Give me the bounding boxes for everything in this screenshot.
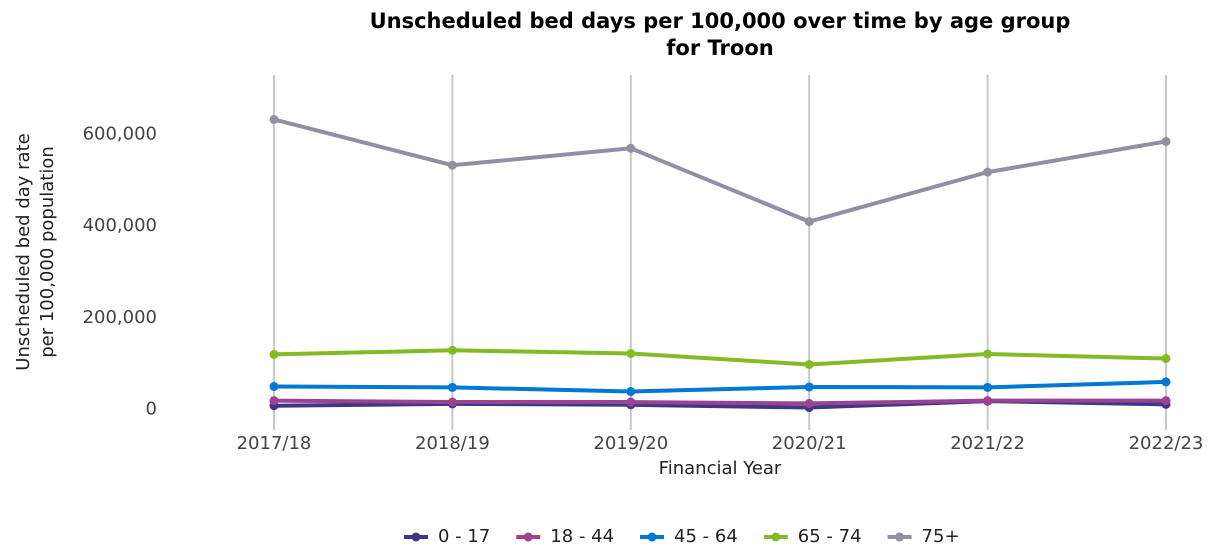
point	[983, 382, 993, 392]
point	[804, 359, 814, 369]
legend-swatch-dot	[647, 532, 657, 542]
point	[447, 160, 457, 170]
series-line	[273, 398, 1166, 406]
y-tick-label: 600,000	[83, 124, 157, 145]
point	[1161, 377, 1171, 387]
point	[626, 349, 636, 359]
x-tick-label: 2021/22	[950, 433, 1025, 454]
legend-label: 75+	[922, 526, 960, 547]
point	[626, 143, 636, 153]
point	[1161, 354, 1171, 364]
point	[804, 398, 814, 408]
series-line	[273, 379, 1167, 394]
y-tick-label: 0	[146, 398, 157, 419]
point	[983, 349, 993, 359]
point	[804, 217, 814, 227]
point	[269, 349, 279, 359]
legend-swatch-dot	[523, 532, 533, 542]
x-axis-label: Financial Year	[659, 458, 782, 479]
point	[269, 381, 279, 391]
x-tick-label: 2019/20	[593, 433, 668, 454]
x-tick-label: 2022/23	[1129, 433, 1204, 454]
chart-title: for Troon	[666, 36, 773, 60]
series-line	[273, 348, 1167, 367]
point	[804, 382, 814, 392]
x-tick-label: 2020/21	[772, 433, 847, 454]
y-axis-label-group: Unscheduled bed day rate per 100,000 pop…	[13, 133, 58, 370]
x-tick-label: 2018/19	[415, 433, 490, 454]
series-line	[273, 117, 1167, 224]
legend-swatch-dot	[771, 532, 781, 542]
x-tick-label: 2017/18	[237, 433, 312, 454]
point	[1161, 136, 1171, 146]
point	[983, 396, 993, 406]
point	[626, 397, 636, 407]
legend-swatch-dot	[411, 532, 421, 542]
legend-label: 18 - 44	[550, 526, 614, 547]
point	[626, 387, 636, 397]
point	[447, 397, 457, 407]
y-axis-label: Unscheduled bed day rate	[13, 133, 34, 370]
legend-label: 0 - 17	[438, 526, 490, 547]
point	[447, 345, 457, 355]
point	[269, 114, 279, 124]
chart-title: Unscheduled bed days per 100,000 over ti…	[370, 9, 1071, 33]
point	[1161, 396, 1171, 406]
legend-label: 65 - 74	[798, 526, 862, 547]
y-axis-label: per 100,000 population	[37, 146, 58, 358]
y-tick-label: 200,000	[83, 307, 157, 328]
y-tick-label: 400,000	[83, 215, 157, 236]
legend-label: 45 - 64	[674, 526, 738, 547]
point	[269, 396, 279, 406]
legend-swatch-dot	[895, 532, 905, 542]
point	[447, 382, 457, 392]
point	[983, 167, 993, 177]
